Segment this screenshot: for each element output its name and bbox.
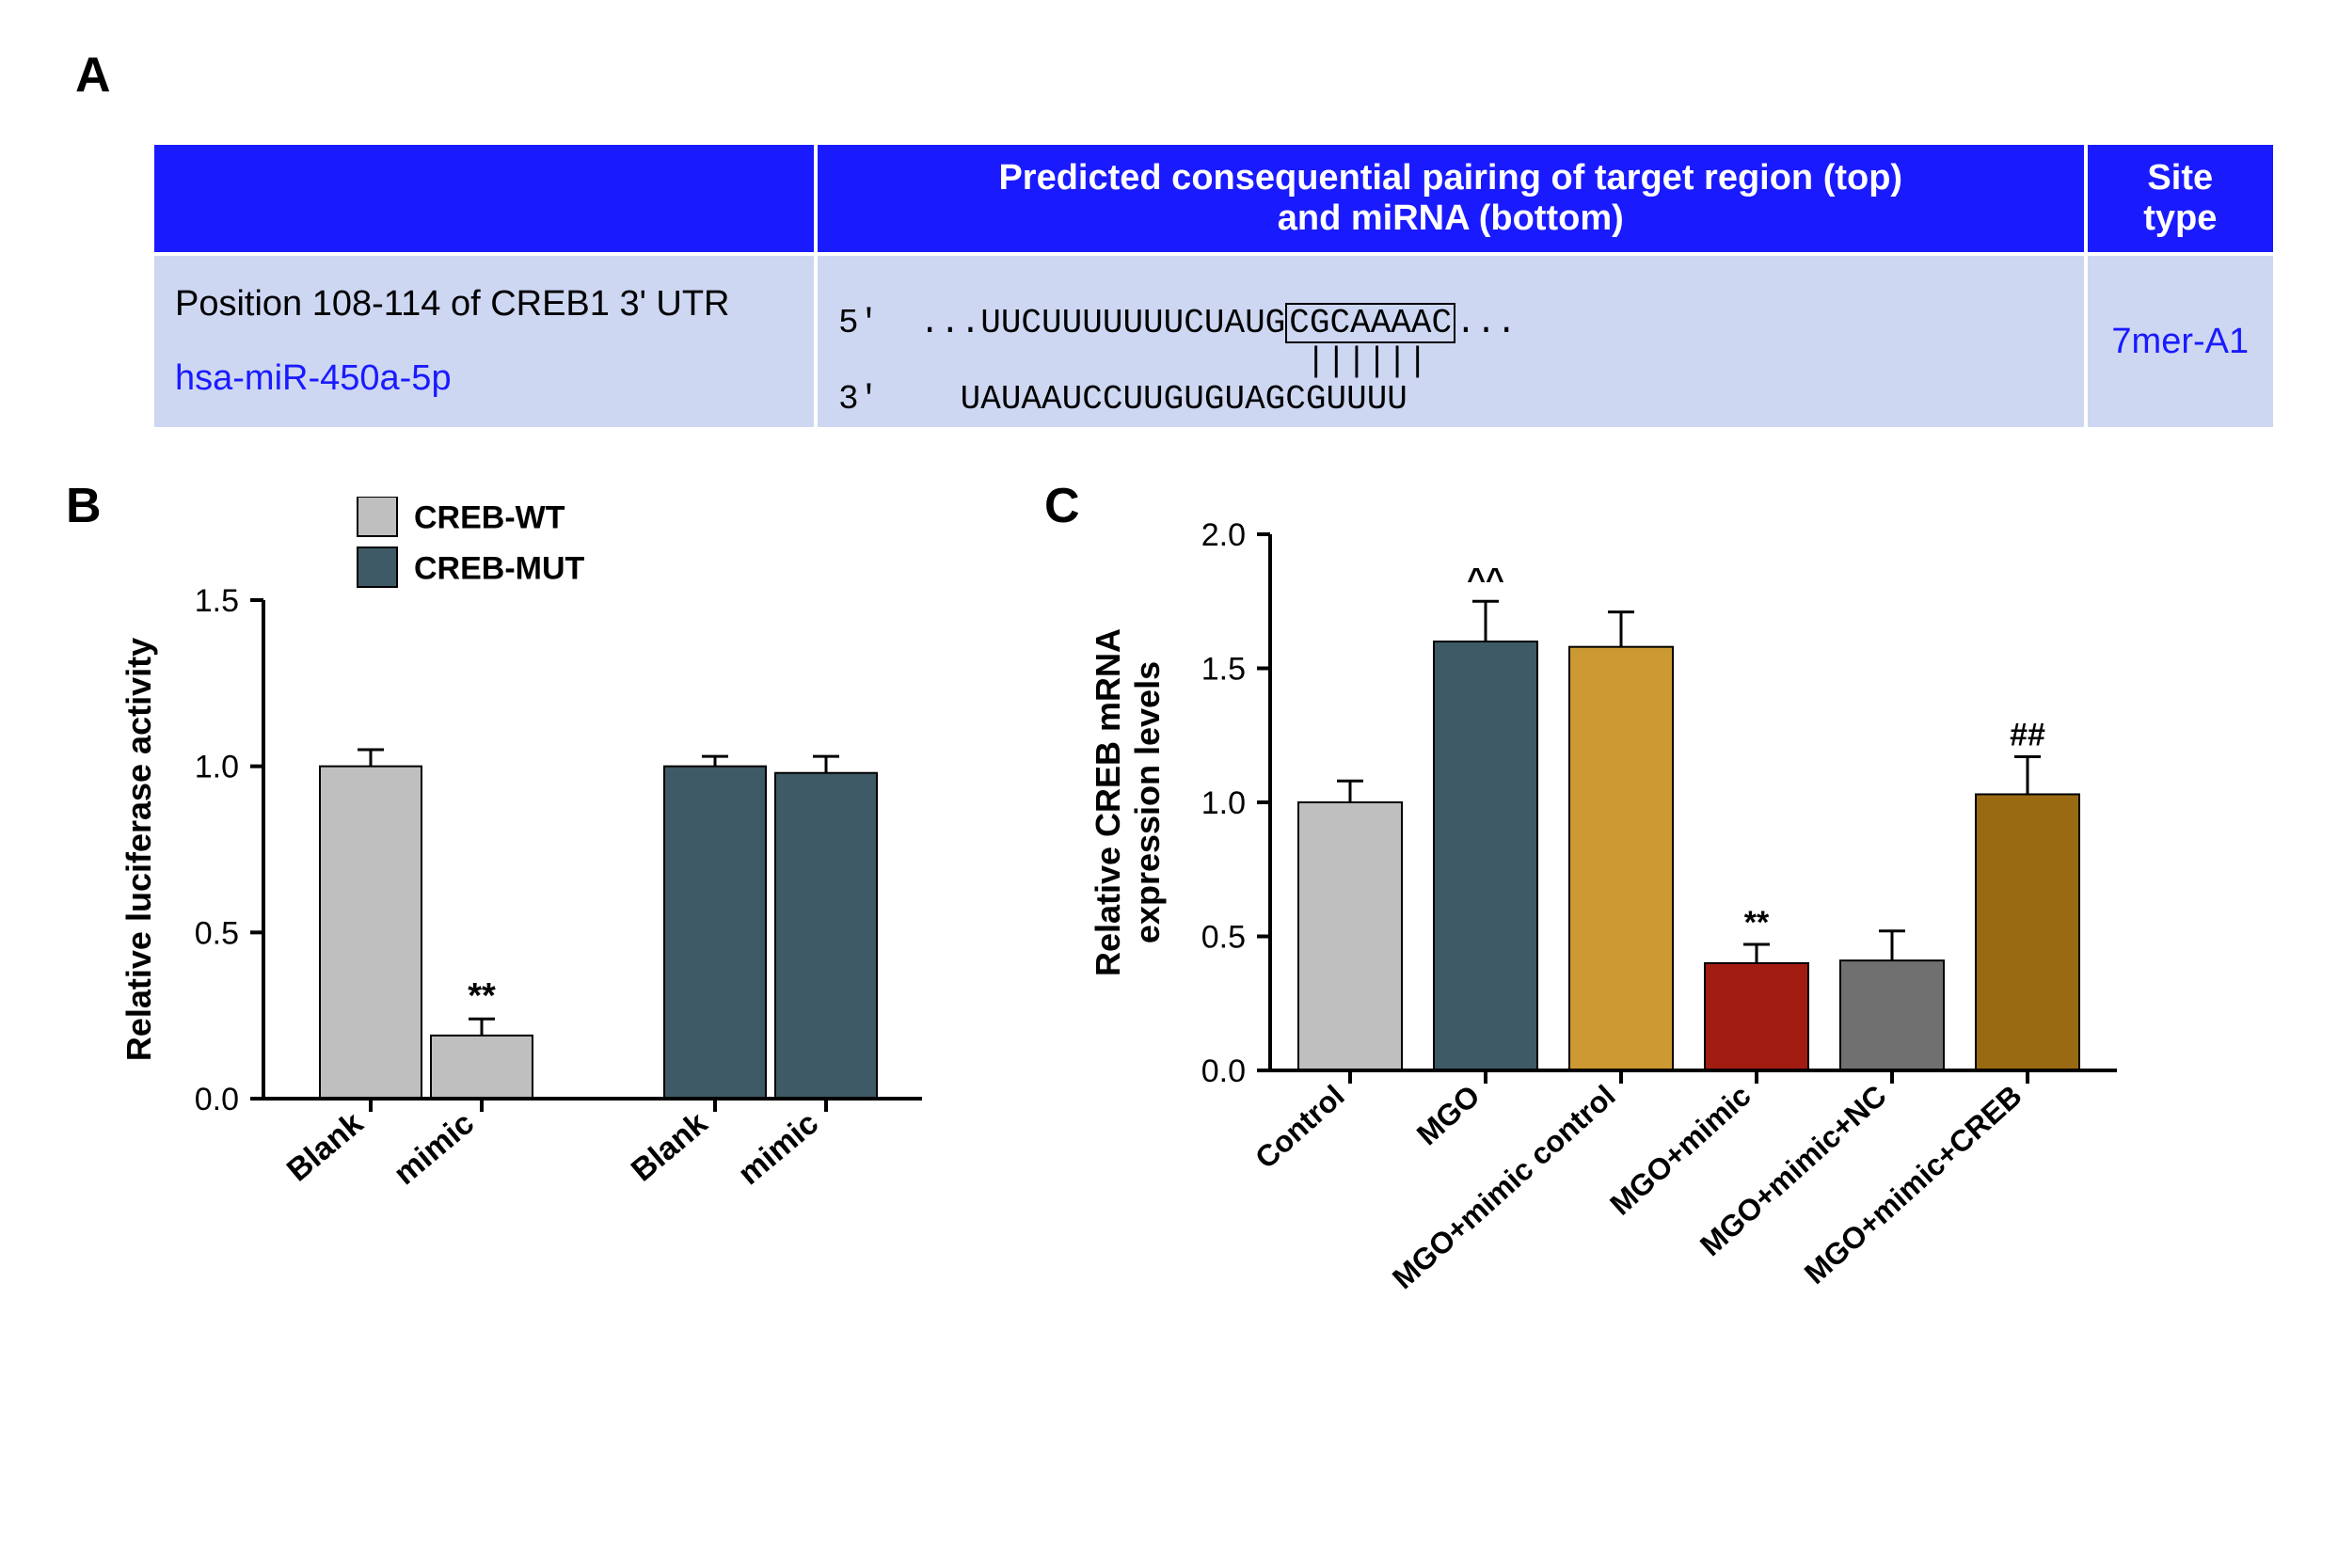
td-sitetype: 7mer-A1: [2086, 254, 2275, 429]
svg-text:Blank: Blank: [625, 1105, 714, 1189]
svg-text:^^: ^^: [1467, 562, 1504, 598]
th-site: Site type: [2086, 143, 2275, 254]
panel-c-label: C: [1044, 478, 1080, 534]
table-header-row: Predicted consequential pairing of targe…: [152, 143, 2275, 254]
svg-text:Relative luciferase activity: Relative luciferase activity: [119, 638, 158, 1061]
th-site-line1: Site: [2147, 158, 2213, 198]
chart-c-svg: 0.0 0.5 1.0 1.5 2.0 Control ^^ MGOMGO+mimic con…: [1054, 497, 2220, 1418]
seq-top-suffix: ...: [1455, 304, 1517, 342]
charts-row: B CREB-WTCREB-MUT0.00.51.01.5Blank**mimi…: [75, 497, 2263, 1418]
svg-text:1.5: 1.5: [195, 583, 239, 619]
svg-text:Relative CREB mRNA: Relative CREB mRNA: [1089, 628, 1127, 976]
svg-text:MGO+mimic control: MGO+mimic control: [1386, 1079, 1622, 1296]
svg-text:mimic: mimic: [731, 1105, 825, 1192]
th-blank: [152, 143, 816, 254]
th-site-line2: type: [2143, 198, 2217, 238]
svg-text:##: ##: [2010, 718, 2045, 753]
seq-pairs: ||||||: [838, 342, 1428, 381]
td-labels: Position 108-114 of CREB1 3' UTR hsa-miR…: [152, 254, 816, 429]
svg-text:MGO+mimic+CREB: MGO+mimic+CREB: [1798, 1079, 2028, 1291]
seq-top-prefix: 5' ...UUCUUUUUUUCUAUG: [838, 304, 1285, 342]
panel-c: C 0.00.51.01.52.0Control^^MGOMGO+mimic c…: [1054, 497, 2220, 1418]
svg-text:1.0: 1.0: [195, 750, 239, 785]
sequence-block: 5' ...UUCUUUUUUUCUAUGCGCAAAAC... |||||| …: [838, 265, 2063, 418]
svg-text:**: **: [1744, 905, 1770, 941]
td-sequence: 5' ...UUCUUUUUUUCUAUGCGCAAAAC... |||||| …: [816, 254, 2086, 429]
svg-text:CREB-MUT: CREB-MUT: [414, 551, 585, 587]
svg-text:Blank: Blank: [280, 1105, 370, 1189]
svg-text:**: **: [468, 977, 496, 1017]
pairing-table: Predicted consequential pairing of targe…: [151, 141, 2277, 431]
svg-text:2.0: 2.0: [1201, 517, 1246, 553]
svg-text:1.5: 1.5: [1201, 652, 1246, 688]
svg-text:1.0: 1.0: [1201, 785, 1246, 821]
svg-text:mimic: mimic: [387, 1105, 481, 1192]
svg-text:0.5: 0.5: [195, 916, 239, 952]
th-pairing-line1: Predicted consequential pairing of targe…: [998, 158, 1902, 198]
svg-text:CREB-WT: CREB-WT: [414, 500, 565, 536]
mirna-label: hsa-miR-450a-5p: [175, 358, 793, 399]
svg-text:0.0: 0.0: [1201, 1053, 1246, 1089]
panel-b: B CREB-WTCREB-MUT0.00.51.01.5Blank**mimi…: [75, 497, 1016, 1418]
svg-text:expression levels: expression levels: [1128, 661, 1167, 943]
seed-box: CGCAAAAC: [1285, 303, 1455, 344]
svg-text:MGO: MGO: [1410, 1079, 1487, 1152]
panel-b-label: B: [66, 478, 102, 534]
th-pairing-line2: and miRNA (bottom): [1278, 198, 1624, 238]
table-body-row: Position 108-114 of CREB1 3' UTR hsa-miR…: [152, 254, 2275, 429]
chart-b-svg: CREB-WTCREB-MUT0.00.51.01.5Blank**mimicB…: [75, 497, 1016, 1324]
panel-a-label: A: [75, 47, 2263, 103]
svg-text:Control: Control: [1249, 1079, 1351, 1176]
seq-bottom: 3' UAUAAUCCUUGUGUAGCGUUUU: [838, 380, 1408, 419]
panel-a: A Predicted consequential pairing of tar…: [75, 47, 2263, 431]
th-pairing: Predicted consequential pairing of targe…: [816, 143, 2086, 254]
svg-text:0.0: 0.0: [195, 1082, 239, 1117]
position-label: Position 108-114 of CREB1 3' UTR: [175, 284, 793, 358]
svg-text:0.5: 0.5: [1201, 920, 1246, 956]
